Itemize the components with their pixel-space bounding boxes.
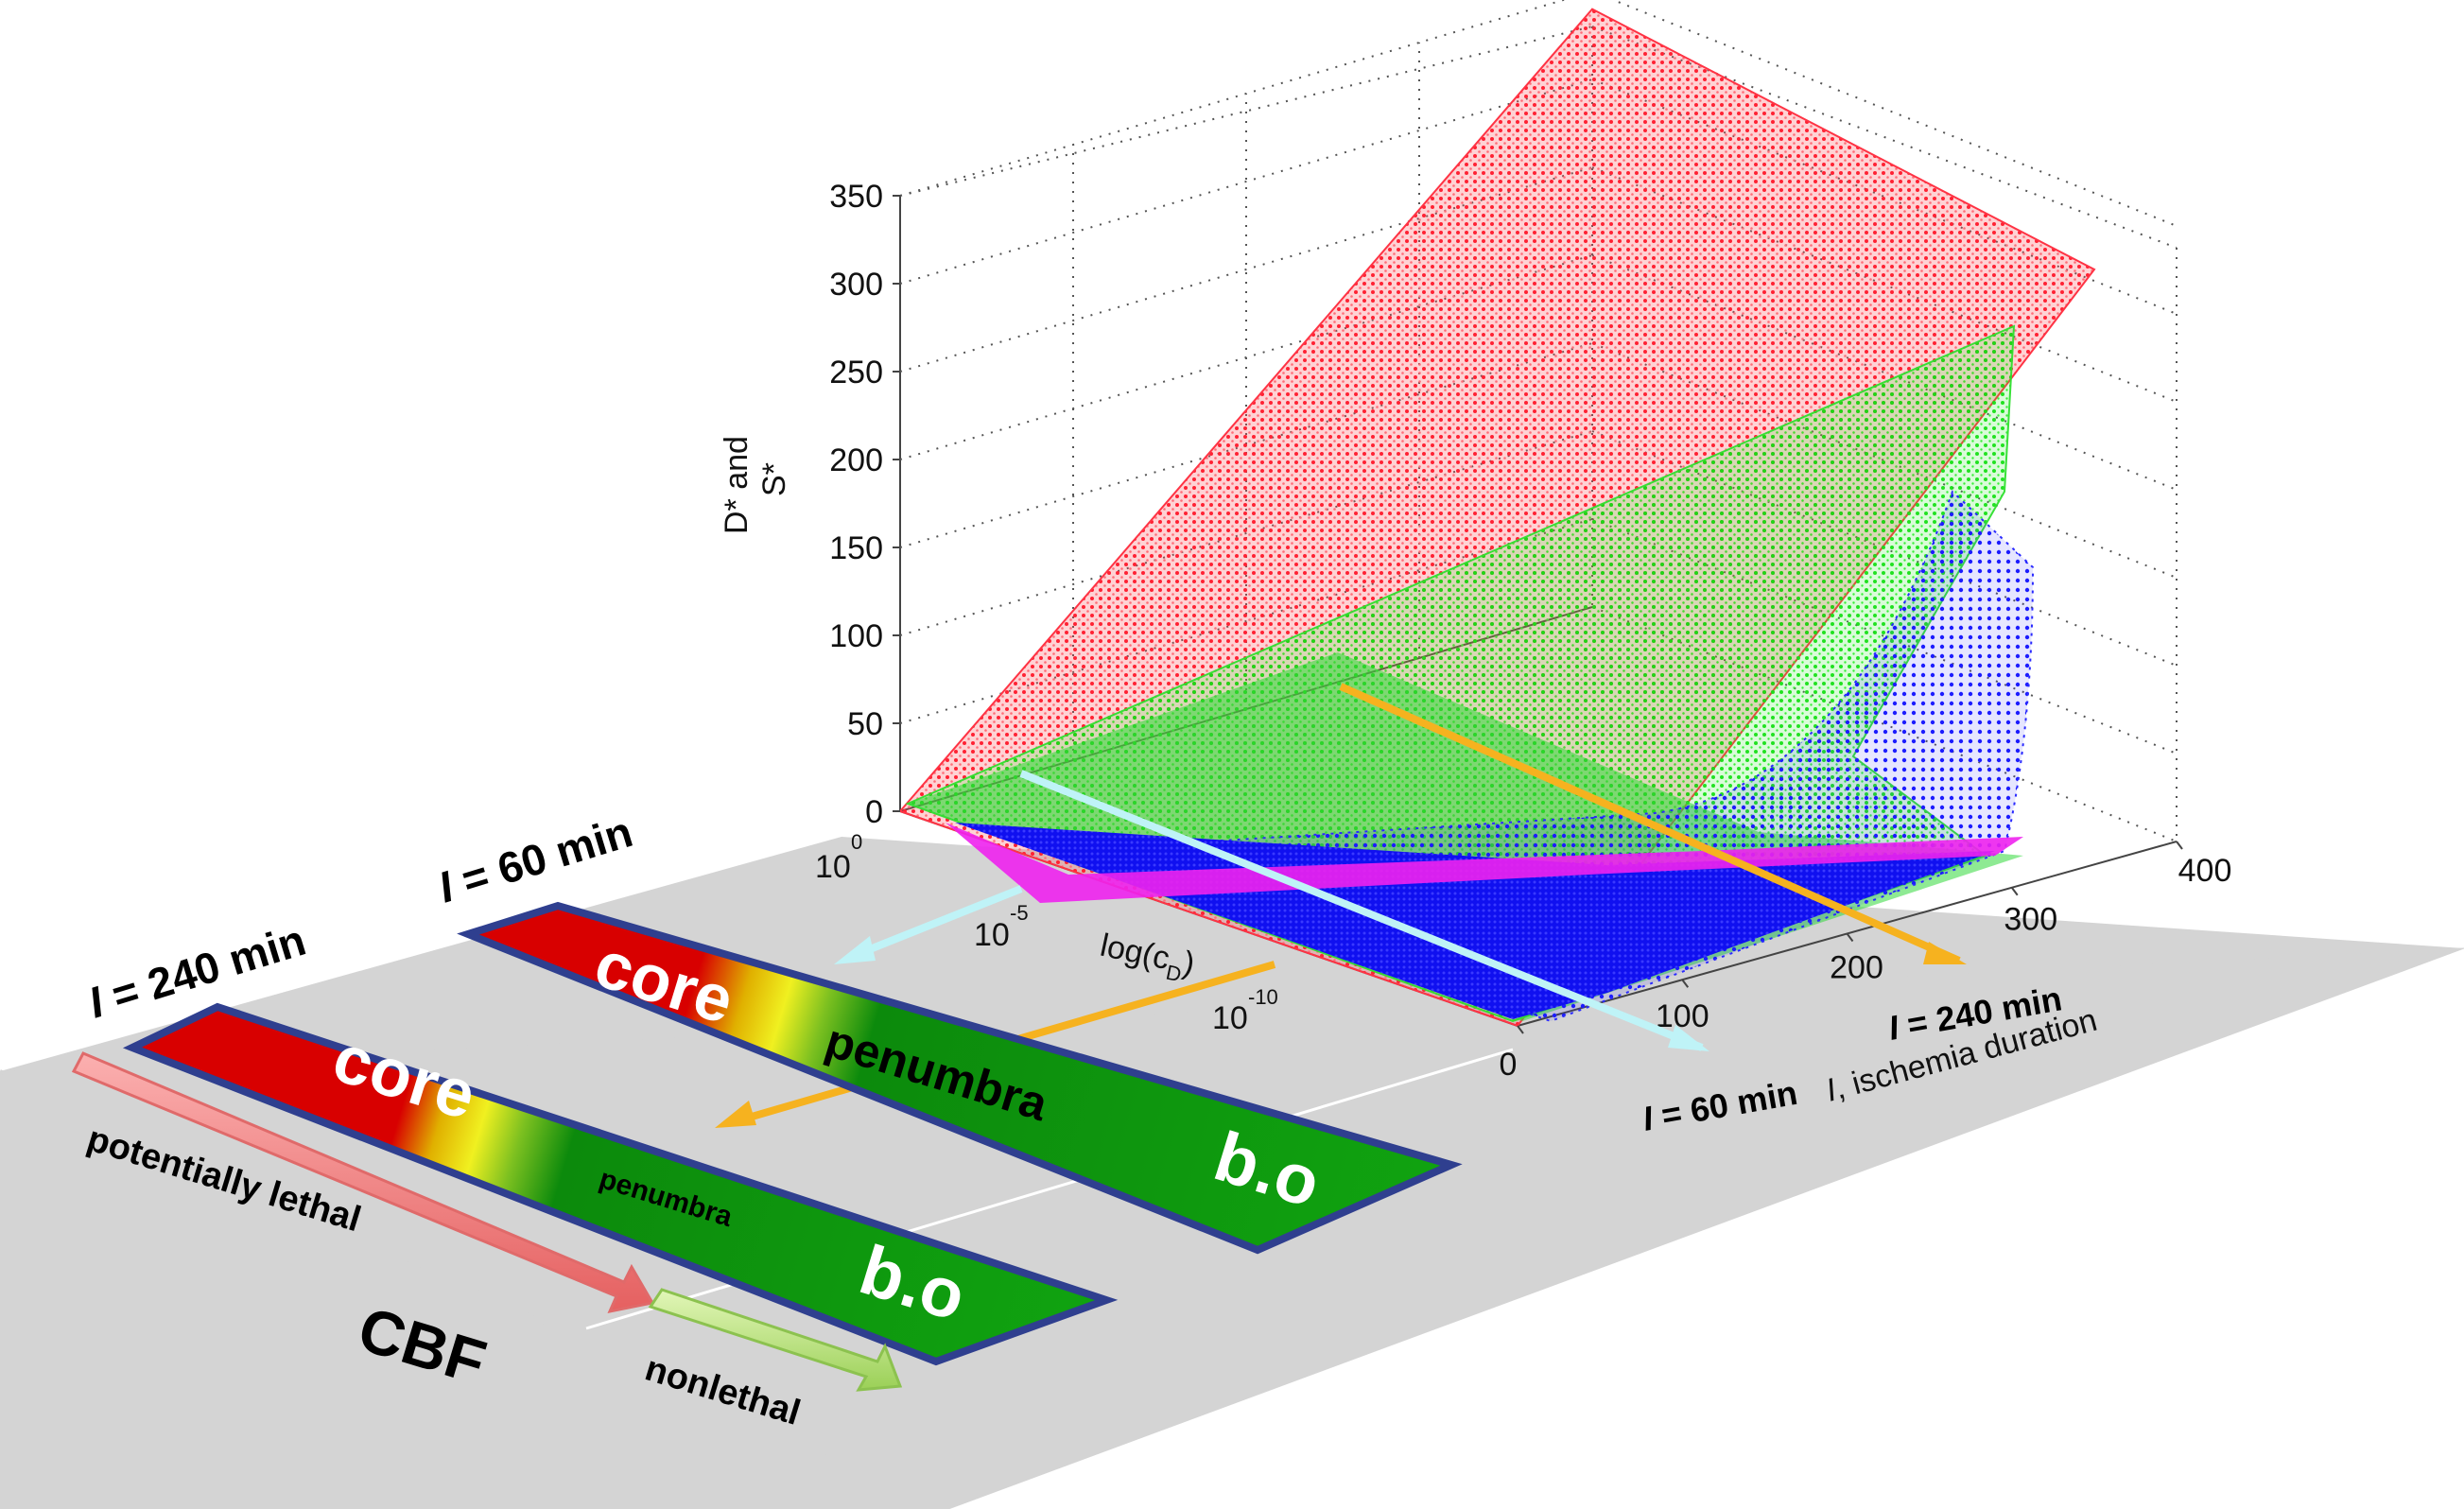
z-tick-label: 200: [829, 442, 883, 478]
y-tick-0: 10 0: [815, 830, 862, 885]
z-gridline-side: [1610, 0, 2178, 227]
z-gridline: [899, 78, 1593, 285]
band-240-shape: [122, 1002, 1119, 1366]
y-tick-1: 10 -5: [974, 901, 1029, 953]
x-tick-mark: [1846, 932, 1854, 943]
floor-line-front: [0, 1069, 949, 1509]
x-tick-label: 300: [2004, 901, 2057, 937]
svg-text:-10: -10: [1248, 985, 1278, 1009]
arrowhead-to-band-240: [715, 1101, 756, 1128]
floor-plane-upper: [0, 837, 2464, 1071]
marker-line-240: [1339, 683, 1961, 964]
band-240: core penumbra b.o: [122, 1002, 1119, 1366]
z-tick-label: 100: [829, 618, 883, 654]
x-tick-mark: [1681, 979, 1690, 988]
x-tick-mark: [2010, 887, 2019, 896]
marker-line-60: [1019, 770, 1704, 1051]
band-60-title: I = 60 min: [433, 807, 638, 911]
x-tick-mark: [1517, 1025, 1524, 1034]
z-tick-label: 50: [847, 706, 883, 742]
x-tick-mark: [2176, 841, 2183, 850]
y-axis-label: log(cD): [1096, 928, 1198, 989]
svg-text:10: 10: [974, 917, 1010, 953]
svg-text:-5: -5: [1010, 901, 1029, 925]
x-tick-label: 0: [1500, 1047, 1518, 1083]
svg-text:10: 10: [1212, 1000, 1248, 1036]
svg-text:10: 10: [815, 849, 851, 885]
z-tick-label: 0: [865, 794, 883, 830]
z-gridline: [899, 166, 1593, 373]
z-tick-label: 300: [829, 267, 883, 303]
z-axis-label-line2: S*: [756, 462, 792, 496]
arrow-to-band-60: [854, 885, 1023, 959]
marker-arrowhead-60: [1668, 1025, 1709, 1051]
y-tick-2: 10 -10: [1212, 985, 1278, 1036]
z-tick-label: 150: [829, 530, 883, 566]
z-tick-label: 250: [829, 355, 883, 390]
svg-text:0: 0: [851, 830, 862, 854]
x-axis-ticks: 0 100 200 300 400: [1500, 841, 2232, 1083]
arrowhead-to-band-60: [834, 936, 876, 964]
band-60-shape: [457, 901, 1463, 1255]
marker-arrowhead-240: [1923, 942, 1967, 964]
svg-text:log(cD): log(cD): [1096, 928, 1198, 989]
lethal-arrow: [71, 1051, 655, 1314]
svg-text:I = 60 min: I = 60 min: [433, 807, 638, 911]
z-axis-label-line1: D* and: [719, 436, 755, 534]
surface-magenta: [946, 823, 2023, 903]
z-axis-ticks: 0 50 100 150 200 250 300 350: [829, 179, 900, 830]
x-tick-label: 200: [1830, 950, 1883, 986]
nonlethal-arrow: [648, 1288, 903, 1392]
z-tick-label: 350: [829, 179, 883, 215]
x-tick-label: 100: [1656, 998, 1709, 1034]
x-tick-label: 400: [2178, 853, 2232, 889]
